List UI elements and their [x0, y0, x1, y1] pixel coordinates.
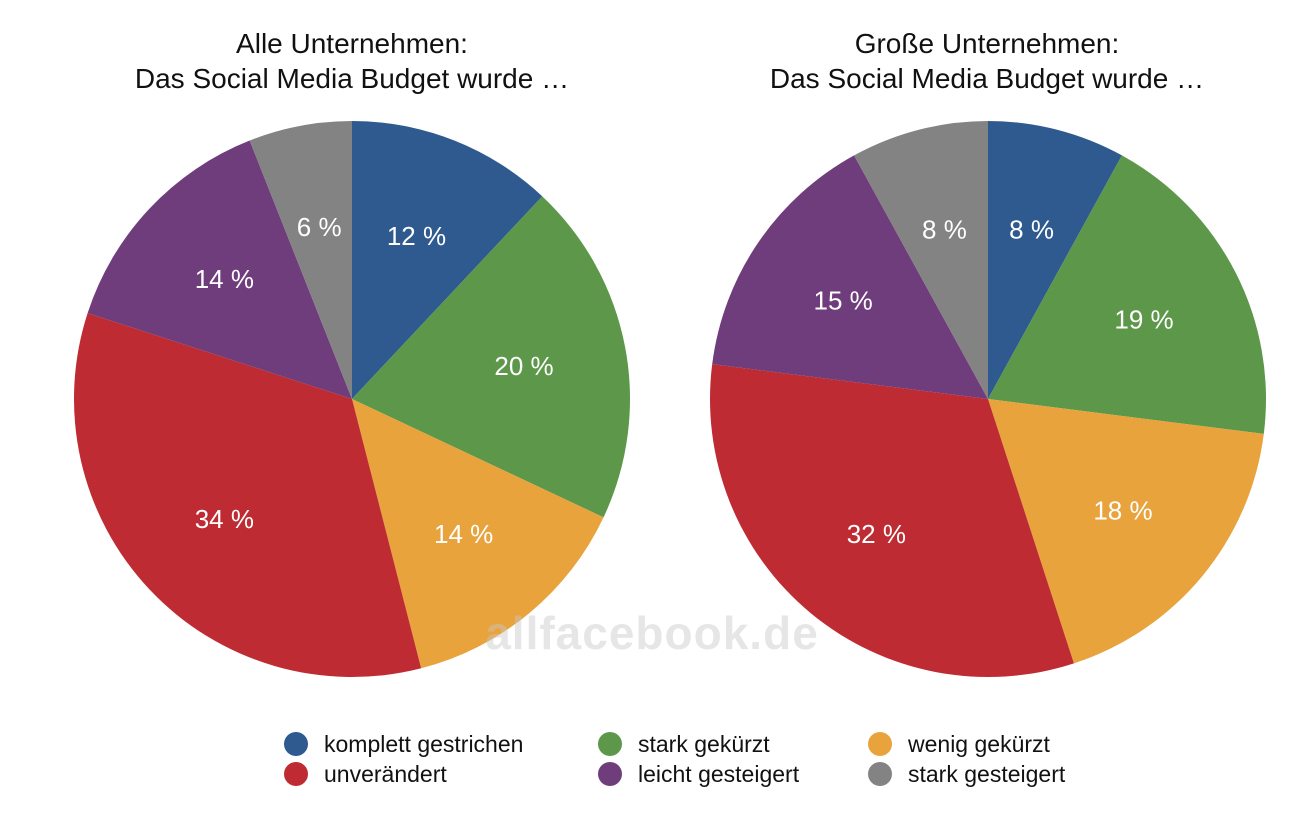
- legend-label: stark gesteigert: [908, 760, 1066, 787]
- pie-slice-unverändert: [73, 313, 422, 677]
- legend-label: komplett gestrichen: [324, 730, 524, 757]
- pie-slice-label: 8 %: [922, 214, 967, 244]
- legend-swatch: [598, 732, 622, 756]
- pie-slice-stark-gesteigert: [854, 121, 988, 399]
- pie-slice-label: 32 %: [847, 519, 906, 549]
- legend-label: leicht gesteigert: [638, 760, 800, 787]
- pie-slice-stark-gekürzt: [352, 196, 630, 518]
- legend-item: wenig gekürzt: [868, 730, 1104, 758]
- pie-chart-2: 8 % 19 % 18 % 32 % 15 % 8 %: [710, 121, 1266, 678]
- pie-slice-unverändert: [710, 364, 1074, 678]
- pie-slice-komplett-gestrichen: [352, 121, 543, 399]
- legend-label: unverändert: [324, 760, 447, 787]
- pie-slice-label: 14 %: [434, 519, 493, 549]
- legend-swatch: [868, 762, 892, 786]
- pie-slice-label: 8 %: [1009, 214, 1054, 244]
- pie-chart-1: 12 % 20 % 14 % 34 % 14 % 6 %: [73, 121, 630, 677]
- legend-swatch: [868, 732, 892, 756]
- pie-slice-label: 15 %: [814, 286, 873, 316]
- legend-item: stark gesteigert: [868, 760, 1104, 788]
- chart-title-grosse-unternehmen: Große Unternehmen: Das Social Media Budg…: [687, 26, 1287, 96]
- pie-slice-leicht-gesteigert: [712, 155, 988, 399]
- legend-item: unverändert: [284, 760, 598, 788]
- chart-legend: komplett gestrichen stark gekürzt wenig ge…: [284, 730, 1104, 788]
- chart-title-line-1: Alle Unternehmen:: [236, 28, 468, 59]
- legend-label: stark gekürzt: [638, 730, 770, 757]
- legend-swatch: [284, 732, 308, 756]
- pie-slice-label: 20 %: [494, 351, 553, 381]
- chart-title-line-2: Das Social Media Budget wurde …: [134, 63, 570, 94]
- legend-item: stark gekürzt: [598, 730, 868, 758]
- pie-slice-stark-gekürzt: [988, 155, 1266, 434]
- pie-slice-stark-gesteigert: [249, 121, 352, 399]
- chart-title-alle-unternehmen: Alle Unternehmen: Das Social Media Budge…: [52, 26, 652, 96]
- chart-title-line-2: Das Social Media Budget wurde …: [769, 63, 1205, 94]
- pie-slice-label: 19 %: [1114, 304, 1173, 334]
- pie-slice-leicht-gesteigert: [87, 140, 352, 399]
- pie-slice-label: 34 %: [195, 504, 254, 534]
- legend-swatch: [598, 762, 622, 786]
- legend-item: leicht gesteigert: [598, 760, 868, 788]
- pie-slice-wenig-gekürzt: [988, 399, 1264, 664]
- legend-swatch: [284, 762, 308, 786]
- pie-slice-label: 14 %: [195, 264, 254, 294]
- pie-slice-label: 18 %: [1093, 496, 1152, 526]
- legend-label: wenig gekürzt: [908, 730, 1050, 757]
- legend-item: komplett gestrichen: [284, 730, 598, 758]
- pie-slice-label: 12 %: [387, 221, 446, 251]
- pie-slice-label: 6 %: [297, 212, 342, 242]
- pie-slice-wenig-gekürzt: [352, 399, 604, 669]
- chart-title-line-1: Große Unternehmen:: [854, 28, 1120, 59]
- pie-slice-komplett-gestrichen: [988, 121, 1122, 399]
